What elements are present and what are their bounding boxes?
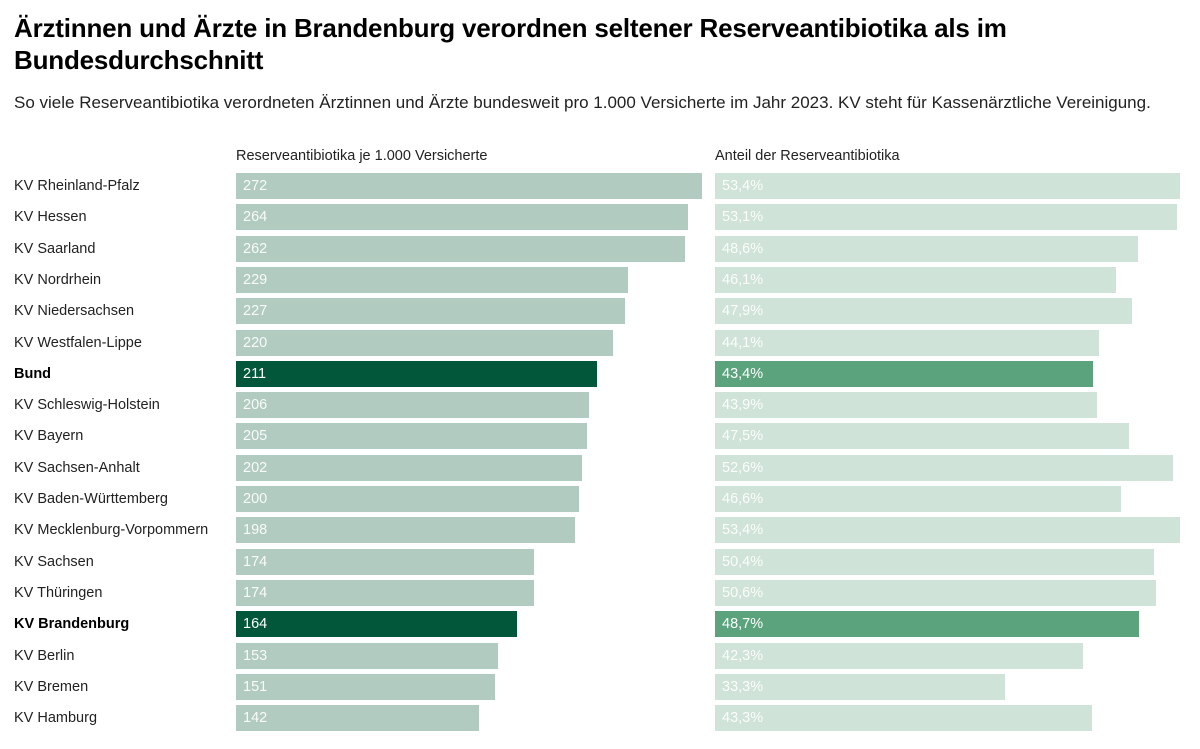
bar-value-label: 50,6% [722,585,764,601]
category-label: KV Schleswig-Holstein [14,397,160,413]
bar-share [715,611,1139,637]
bar-per-1000 [236,643,498,669]
bar-share [715,330,1099,356]
chart-title: Ärztinnen und Ärzte in Brandenburg veror… [14,13,1007,75]
bar-value-label: 52,6% [722,460,764,476]
bar-per-1000 [236,455,582,481]
bar-value-label: 42,3% [722,648,764,664]
bar-value-label: 174 [243,554,268,570]
bar-value-label: 220 [243,335,268,351]
category-label: KV Sachsen-Anhalt [14,460,140,476]
bar-share [715,423,1129,449]
bar-per-1000 [236,423,587,449]
bar-per-1000 [236,330,613,356]
chart-subtitle: So viele Reserveantibiotika verordneten … [14,93,1151,112]
bar-per-1000 [236,173,702,199]
bar-share [715,580,1156,606]
bar-value-label: 53,4% [722,522,764,538]
bar-share [715,267,1116,293]
category-label: KV Bremen [14,679,89,695]
category-label: KV Niedersachsen [14,303,135,319]
category-label: KV Sachsen [14,554,94,570]
bar-per-1000 [236,611,517,637]
bar-value-label: 50,4% [722,554,764,570]
bar-value-label: 262 [243,241,268,257]
bar-share [715,298,1132,324]
bar-value-label: 47,9% [722,303,764,319]
bar-value-label: 43,4% [722,366,764,382]
bar-value-label: 272 [243,178,268,194]
bar-per-1000 [236,392,589,418]
bar-value-label: 264 [243,209,268,225]
bar-share [715,204,1177,230]
category-label: Bund [14,366,52,382]
category-label: KV Saarland [14,241,96,257]
category-label: KV Hamburg [14,710,98,726]
column-header-share: Anteil der Reserveantibiotika [715,148,900,164]
bar-share [715,643,1083,669]
bar-share [715,361,1093,387]
column-header-per-1000: Reserveantibiotika je 1.000 Versicherte [236,148,488,164]
bar-value-label: 46,1% [722,272,764,288]
bar-share [715,455,1173,481]
bar-per-1000 [236,486,579,512]
bar-per-1000 [236,361,597,387]
bar-value-label: 202 [243,460,268,476]
bar-value-label: 33,3% [722,679,764,695]
bar-per-1000 [236,580,534,606]
bar-share [715,517,1180,543]
bar-value-label: 151 [243,679,268,695]
bar-value-label: 142 [243,710,268,726]
bar-value-label: 53,4% [722,178,764,194]
bar-per-1000 [236,236,685,262]
bar-per-1000 [236,517,575,543]
bar-per-1000 [236,204,688,230]
bar-share [715,674,1005,700]
bar-per-1000 [236,298,625,324]
category-label: KV Rheinland-Pfalz [14,178,140,194]
bar-value-label: 205 [243,428,268,444]
category-label: KV Westfalen-Lippe [14,335,142,351]
bar-share [715,486,1121,512]
bar-share [715,236,1138,262]
category-label: KV Baden-Württemberg [14,491,168,507]
bar-share [715,705,1092,731]
bar-value-label: 211 [243,366,267,382]
bar-share [715,173,1180,199]
bar-value-label: 200 [243,491,268,507]
category-label: KV Bayern [14,428,84,444]
bar-value-label: 229 [243,272,268,288]
bar-per-1000 [236,674,495,700]
bar-per-1000 [236,267,628,293]
bar-value-label: 164 [243,616,268,632]
bar-value-label: 198 [243,522,268,538]
bar-value-label: 46,6% [722,491,764,507]
bar-value-label: 174 [243,585,268,601]
category-label: KV Nordrhein [14,272,102,288]
bar-per-1000 [236,705,479,731]
category-label: KV Brandenburg [14,616,130,632]
bar-value-label: 53,1% [722,209,764,225]
category-label: KV Hessen [14,209,87,225]
category-label: KV Thüringen [14,585,103,601]
bar-value-label: 43,3% [722,710,764,726]
bar-value-label: 44,1% [722,335,764,351]
bar-value-label: 47,5% [722,428,764,444]
bar-value-label: 48,7% [722,616,764,632]
bar-share [715,549,1154,575]
bar-value-label: 48,6% [722,241,764,257]
bar-value-label: 227 [243,303,268,319]
bar-value-label: 206 [243,397,268,413]
bar-value-label: 43,9% [722,397,764,413]
bar-per-1000 [236,549,534,575]
category-label: KV Mecklenburg-Vorpommern [14,522,209,538]
bar-share [715,392,1097,418]
category-label: KV Berlin [14,648,75,664]
bar-value-label: 153 [243,648,268,664]
